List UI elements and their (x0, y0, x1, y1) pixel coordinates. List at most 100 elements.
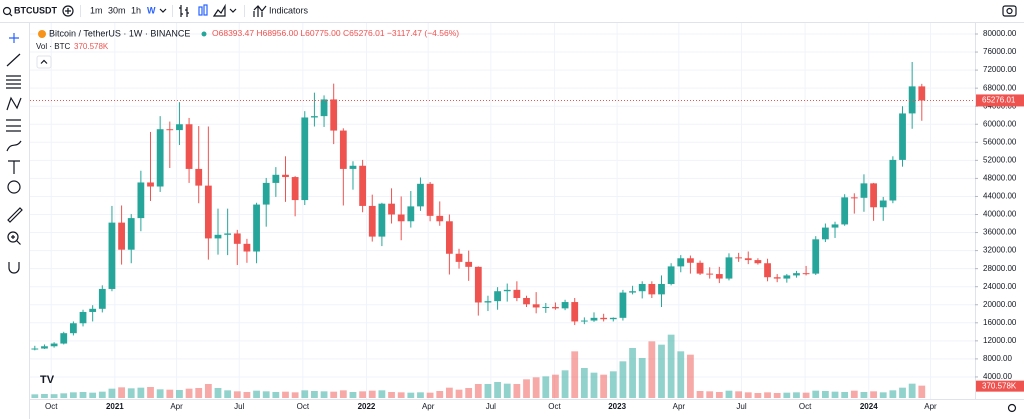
interval[interactable]: 30m (108, 5, 126, 15)
candle-body (349, 165, 357, 169)
candle-body (474, 266, 482, 303)
y-tick-label: 20000.00 (983, 300, 1017, 309)
crosshair-tool[interactable] (9, 33, 19, 43)
volume-bar (590, 372, 598, 398)
candle-body (918, 86, 926, 101)
candle-body (127, 218, 135, 250)
prediction-tool[interactable] (6, 119, 21, 132)
x-tick-label: 2021 (106, 402, 124, 411)
candle-body (359, 165, 367, 206)
candle-body (253, 204, 260, 252)
candle-body (706, 273, 714, 275)
volume-bar (89, 392, 97, 398)
y-tick-label: 60000.00 (983, 119, 1017, 128)
candle-body (417, 183, 424, 207)
area-icon[interactable] (212, 3, 226, 17)
candle-body (503, 289, 511, 292)
add-symbol[interactable] (62, 5, 74, 17)
zoom-tool[interactable] (7, 231, 19, 243)
candle-body (619, 292, 627, 318)
low-label: L60775.00 (300, 28, 340, 38)
volume-bar (214, 388, 222, 398)
candle-body (879, 200, 887, 208)
volume-bar (484, 384, 492, 398)
indicators-icon[interactable] (253, 5, 267, 17)
candle-body (484, 301, 492, 303)
interval-active[interactable]: W (147, 5, 156, 15)
volume-bar (715, 392, 723, 398)
symbol-logo (38, 30, 46, 38)
interval[interactable]: 1m (90, 5, 103, 15)
fib-tool[interactable] (6, 75, 21, 89)
candles-icon[interactable] (198, 6, 203, 16)
chart-type-dropdown[interactable] (229, 8, 237, 13)
candle-body (523, 297, 530, 305)
interval[interactable]: 1h (131, 5, 141, 15)
candle-body (60, 333, 68, 344)
brush-tool[interactable] (6, 140, 22, 152)
y-tick-label: 56000.00 (983, 137, 1017, 146)
candle-body (224, 233, 232, 235)
candle-body (108, 222, 116, 289)
volume-bar (494, 382, 501, 398)
volume-bar (908, 383, 916, 398)
symbol[interactable]: BTCUSDT (14, 5, 57, 15)
volume-bar (870, 391, 877, 398)
volume-bar (474, 384, 482, 398)
measure-tool[interactable] (7, 207, 23, 223)
emoji-tool[interactable] (7, 180, 21, 194)
snapshot-lens (1006, 7, 1013, 15)
candle-body (773, 277, 781, 279)
volume-bar (802, 392, 810, 398)
tv-logo: TV (40, 374, 55, 386)
volume-bar (609, 371, 617, 398)
volume-bar (706, 391, 714, 398)
search-icon[interactable] (2, 6, 12, 16)
volume-bar (812, 390, 820, 398)
x-tick-label: Apr (673, 402, 686, 411)
volume-bar (571, 351, 579, 398)
settings-icon[interactable] (1007, 403, 1017, 413)
volume-bar (301, 390, 309, 398)
volume-bar (262, 391, 270, 398)
interval-dropdown[interactable] (159, 8, 167, 13)
volume-bar (580, 368, 588, 398)
x-tick-label: Oct (45, 402, 58, 411)
zoom-tool-plus (11, 235, 21, 245)
candle-body (89, 308, 97, 312)
open-label: O68393.47 (212, 28, 254, 38)
market-status (201, 31, 207, 37)
candle-body (137, 182, 145, 219)
add-symbol-plus (65, 8, 71, 14)
volume-bar (311, 391, 318, 398)
candle-body (802, 273, 810, 275)
volume-bar (889, 390, 897, 398)
volume-bar (629, 348, 636, 398)
volume-bar (793, 392, 800, 398)
search-icon-handle (9, 13, 13, 17)
indicators-button[interactable]: Indicators (269, 5, 309, 15)
snapshot-icon[interactable] (1002, 5, 1017, 17)
x-tick-label: Oct (297, 402, 310, 411)
volume-bar (233, 391, 241, 398)
volume-bar (147, 387, 154, 398)
collapse-legend[interactable] (36, 55, 52, 69)
x-tick-label: Jul (486, 402, 496, 411)
candle-body (831, 224, 839, 228)
magnet-tool[interactable] (8, 262, 20, 274)
volume-bar (176, 390, 183, 398)
volume-bar (69, 392, 77, 398)
text-tool[interactable] (8, 160, 20, 174)
candle-body (648, 283, 656, 295)
volume-bar (764, 392, 771, 398)
trend-line-tool[interactable] (6, 53, 21, 67)
candle-body (455, 253, 463, 262)
candle-body (147, 182, 154, 187)
candle-body (821, 227, 829, 240)
volume-bar (108, 388, 116, 398)
pattern-tool[interactable] (6, 96, 22, 111)
plot: 4000.00 8000.00 12000.00 16000.00 20000.00 24… (30, 23, 1024, 411)
bars-icon[interactable] (179, 5, 189, 17)
candle-body (41, 346, 48, 349)
volume-tag-label: 370.578K (982, 381, 1017, 390)
